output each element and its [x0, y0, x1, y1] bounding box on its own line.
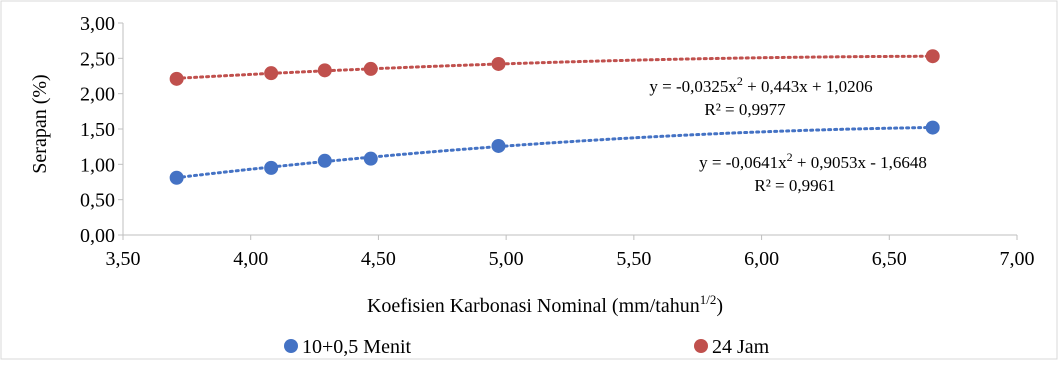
- legend-marker-series-2: [694, 339, 708, 353]
- equation-series-1: y = -0,0641x2 + 0,9053x - 1,6648: [699, 150, 927, 172]
- legend-label-series-2: 24 Jam: [712, 336, 770, 358]
- y-tick-label: 0,50: [80, 190, 115, 212]
- data-point-series-1: [363, 151, 378, 166]
- x-tick-label: 6,00: [744, 248, 779, 270]
- y-axis-title: Serapan (%): [29, 74, 51, 173]
- x-axis-title-superscript: 1/2: [700, 292, 717, 307]
- x-axis-title: Koefisien Karbonasi Nominal (mm/tahun1/2…: [367, 292, 723, 317]
- equation-series-2-prefix: y = -0,0325x: [649, 77, 737, 96]
- y-tick-label: 1,50: [80, 119, 115, 141]
- x-tick-label: 4,50: [361, 248, 396, 270]
- r2-series-1: R² = 0,9961: [754, 176, 835, 195]
- data-point-series-2: [264, 66, 279, 81]
- trendlines: [175, 54, 935, 180]
- equation-series-1-suffix: + 0,9053x - 1,6648: [793, 153, 927, 172]
- r2-series-2: R² = 0,9977: [704, 100, 786, 119]
- data-point-series-2: [169, 71, 184, 86]
- equation-series-2: y = -0,0325x2 + 0,443x + 1,0206: [649, 74, 872, 96]
- data-point-series-1: [169, 170, 184, 185]
- trendline-series-1: [175, 125, 935, 180]
- legend: 10+0,5 Menit 24 Jam: [284, 336, 770, 358]
- equation-series-2-exponent: 2: [737, 74, 743, 88]
- legend-item-series-2: 24 Jam: [694, 336, 770, 358]
- data-point-series-1: [925, 120, 940, 135]
- data-point-series-2: [317, 63, 332, 78]
- y-tick-label: 1,00: [80, 154, 115, 176]
- legend-marker-series-1: [284, 339, 298, 353]
- equation-series-1-exponent: 2: [787, 150, 793, 164]
- x-tick-label: 3,50: [106, 248, 141, 270]
- data-point-series-2: [491, 56, 506, 71]
- x-axis-title-suffix: ): [716, 295, 723, 317]
- x-tick-label: 5,50: [616, 248, 651, 270]
- y-tick-label: 2,00: [80, 84, 115, 106]
- x-tick-label: 4,00: [233, 248, 268, 270]
- y-tick-label: 0,00: [80, 225, 115, 247]
- x-tick-label: 5,00: [489, 248, 524, 270]
- trendline-series-2: [175, 54, 935, 80]
- x-tick-label: 7,00: [1000, 248, 1035, 270]
- equation-series-1-prefix: y = -0,0641x: [699, 153, 787, 172]
- axes: 0,00 0,50 1,00 1,50 2,00 2,50 3,00 3,50 4,00 4,50…: [80, 13, 1035, 270]
- legend-item-series-1: 10+0,5 Menit: [284, 336, 411, 358]
- data-point-series-2: [363, 61, 378, 76]
- x-tick-label: 6,50: [872, 248, 907, 270]
- data-point-series-1: [264, 160, 279, 175]
- x-axis-title-main: Koefisien Karbonasi Nominal (mm/tahun: [367, 295, 700, 317]
- legend-label-series-1: 10+0,5 Menit: [302, 336, 411, 358]
- data-points: [169, 49, 940, 185]
- y-tick-label: 2,50: [80, 48, 115, 70]
- data-point-series-2: [925, 49, 940, 64]
- data-point-series-1: [317, 153, 332, 168]
- y-tick-label: 3,00: [80, 13, 115, 35]
- data-point-series-1: [491, 138, 506, 153]
- equation-series-2-suffix: + 0,443x + 1,0206: [743, 77, 873, 96]
